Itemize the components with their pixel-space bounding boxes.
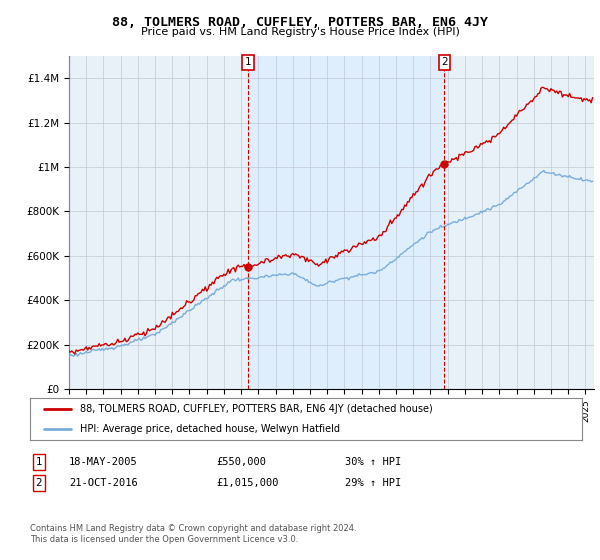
Text: £1,015,000: £1,015,000 (216, 478, 278, 488)
Bar (248, 56, 445, 389)
Text: 88, TOLMERS ROAD, CUFFLEY, POTTERS BAR, EN6 4JY: 88, TOLMERS ROAD, CUFFLEY, POTTERS BAR, … (112, 16, 488, 29)
Text: Contains HM Land Registry data © Crown copyright and database right 2024.: Contains HM Land Registry data © Crown c… (30, 524, 356, 533)
Text: This data is licensed under the Open Government Licence v3.0.: This data is licensed under the Open Gov… (30, 535, 298, 544)
Text: 88, TOLMERS ROAD, CUFFLEY, POTTERS BAR, EN6 4JY (detached house): 88, TOLMERS ROAD, CUFFLEY, POTTERS BAR, … (80, 404, 433, 414)
Text: 29% ↑ HPI: 29% ↑ HPI (345, 478, 401, 488)
Text: 1: 1 (35, 457, 43, 467)
Text: HPI: Average price, detached house, Welwyn Hatfield: HPI: Average price, detached house, Welw… (80, 424, 340, 434)
Text: 21-OCT-2016: 21-OCT-2016 (69, 478, 138, 488)
Text: £550,000: £550,000 (216, 457, 266, 467)
Text: Price paid vs. HM Land Registry's House Price Index (HPI): Price paid vs. HM Land Registry's House … (140, 27, 460, 37)
Text: 18-MAY-2005: 18-MAY-2005 (69, 457, 138, 467)
Text: 2: 2 (35, 478, 43, 488)
Text: 30% ↑ HPI: 30% ↑ HPI (345, 457, 401, 467)
Text: 1: 1 (244, 57, 251, 67)
Text: 2: 2 (441, 57, 448, 67)
